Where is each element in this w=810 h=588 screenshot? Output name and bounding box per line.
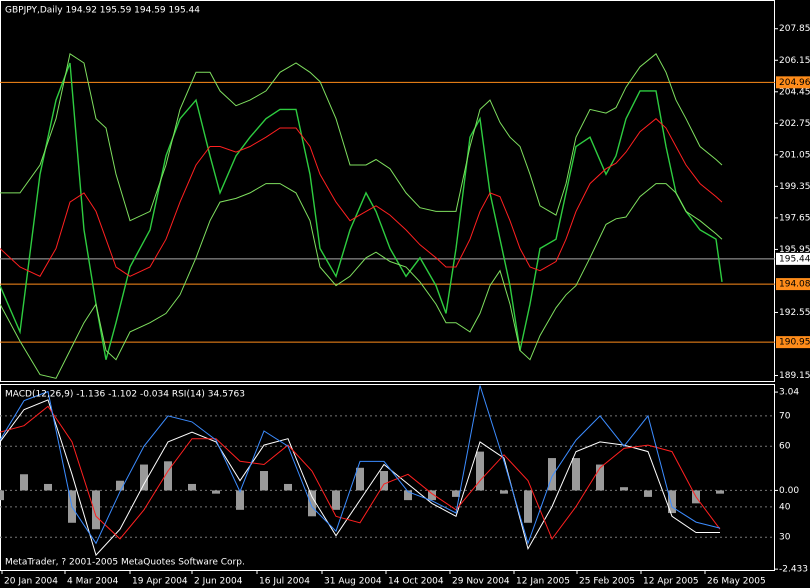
histogram-bar bbox=[644, 490, 652, 496]
y-tick-label: 3.04 bbox=[779, 388, 799, 398]
series-line bbox=[0, 386, 720, 544]
x-tick-label: 29 Nov 2004 bbox=[452, 577, 510, 587]
histogram-bar bbox=[212, 490, 220, 493]
x-tick-label: 26 May 2005 bbox=[707, 577, 766, 587]
level-label: 190.95 bbox=[779, 338, 810, 348]
x-tick-label: 2 Jun 2004 bbox=[194, 577, 243, 587]
histogram-bar bbox=[524, 490, 532, 522]
y-tick-label: 197.65 bbox=[779, 213, 810, 223]
y2-tick-label: 30 bbox=[779, 533, 791, 543]
series-line bbox=[0, 119, 722, 277]
y-tick-label: 0.00 bbox=[779, 486, 799, 496]
y-tick-label: 204.45 bbox=[779, 87, 810, 97]
y-tick-label: -2.433 bbox=[779, 565, 808, 575]
copyright: MetaTrader, ? 2001-2005 MetaQuotes Softw… bbox=[5, 558, 245, 568]
y-tick-label: 207.85 bbox=[779, 24, 810, 34]
x-tick-label: 19 Apr 2004 bbox=[132, 577, 188, 587]
y-tick-label: 192.55 bbox=[779, 308, 810, 318]
histogram-bar bbox=[92, 490, 100, 529]
histogram-bar bbox=[308, 490, 316, 516]
histogram-bar bbox=[380, 471, 388, 490]
histogram-bar bbox=[284, 484, 292, 490]
histogram-bar bbox=[20, 474, 28, 490]
histogram-bar bbox=[356, 468, 364, 491]
x-tick-label: 12 Apr 2005 bbox=[643, 577, 699, 587]
price-label: 195.44 bbox=[779, 254, 810, 264]
series-line bbox=[0, 54, 722, 221]
y2-tick-label: 70 bbox=[779, 411, 791, 421]
y2-tick-label: 60 bbox=[779, 442, 791, 452]
y-tick-label: 202.75 bbox=[779, 119, 810, 129]
axes: 207.85 206.15 204.45 202.75 201.05 199.35 197.… bbox=[2, 24, 810, 586]
x-tick-label: 31 Aug 2004 bbox=[324, 577, 382, 587]
histogram-bar bbox=[188, 484, 196, 490]
y2-tick-label: 40 bbox=[779, 502, 791, 512]
x-tick-label: 25 Feb 2005 bbox=[579, 577, 635, 587]
price-plot bbox=[0, 54, 775, 379]
histogram-bar bbox=[620, 487, 628, 490]
level-label: 194.08 bbox=[779, 280, 810, 290]
histogram-bar bbox=[140, 465, 148, 491]
y-tick-label: 201.05 bbox=[779, 150, 810, 160]
histogram-bar bbox=[0, 490, 4, 500]
price-title: GBPJPY,Daily 194.92 195.59 194.59 195.44 bbox=[5, 6, 200, 16]
y-tick-label: 189.15 bbox=[779, 371, 810, 381]
x-tick-label: 20 Jan 2004 bbox=[4, 577, 58, 587]
level-label: 204.96 bbox=[779, 78, 810, 88]
x-tick-label: 14 Oct 2004 bbox=[388, 577, 444, 587]
histogram-bar bbox=[236, 490, 244, 509]
y-tick-label: 206.15 bbox=[779, 56, 810, 66]
series-line bbox=[0, 63, 722, 360]
histogram-bar bbox=[716, 490, 724, 493]
indicator-plot bbox=[0, 386, 775, 556]
histogram-bar bbox=[572, 458, 580, 490]
indicator-title: MACD(12,26,9) -1.136 -1.102 -0.034 RSI(1… bbox=[5, 390, 245, 400]
histogram-bar bbox=[332, 490, 340, 509]
histogram-bar bbox=[500, 490, 508, 493]
x-tick-label: 16 Jul 2004 bbox=[259, 577, 310, 587]
x-tick-label: 4 Mar 2004 bbox=[67, 577, 119, 587]
x-tick-label: 12 Jan 2005 bbox=[516, 577, 570, 587]
histogram-bar bbox=[260, 471, 268, 490]
y-tick-label: 199.35 bbox=[779, 182, 810, 192]
histogram-bar bbox=[44, 484, 52, 490]
